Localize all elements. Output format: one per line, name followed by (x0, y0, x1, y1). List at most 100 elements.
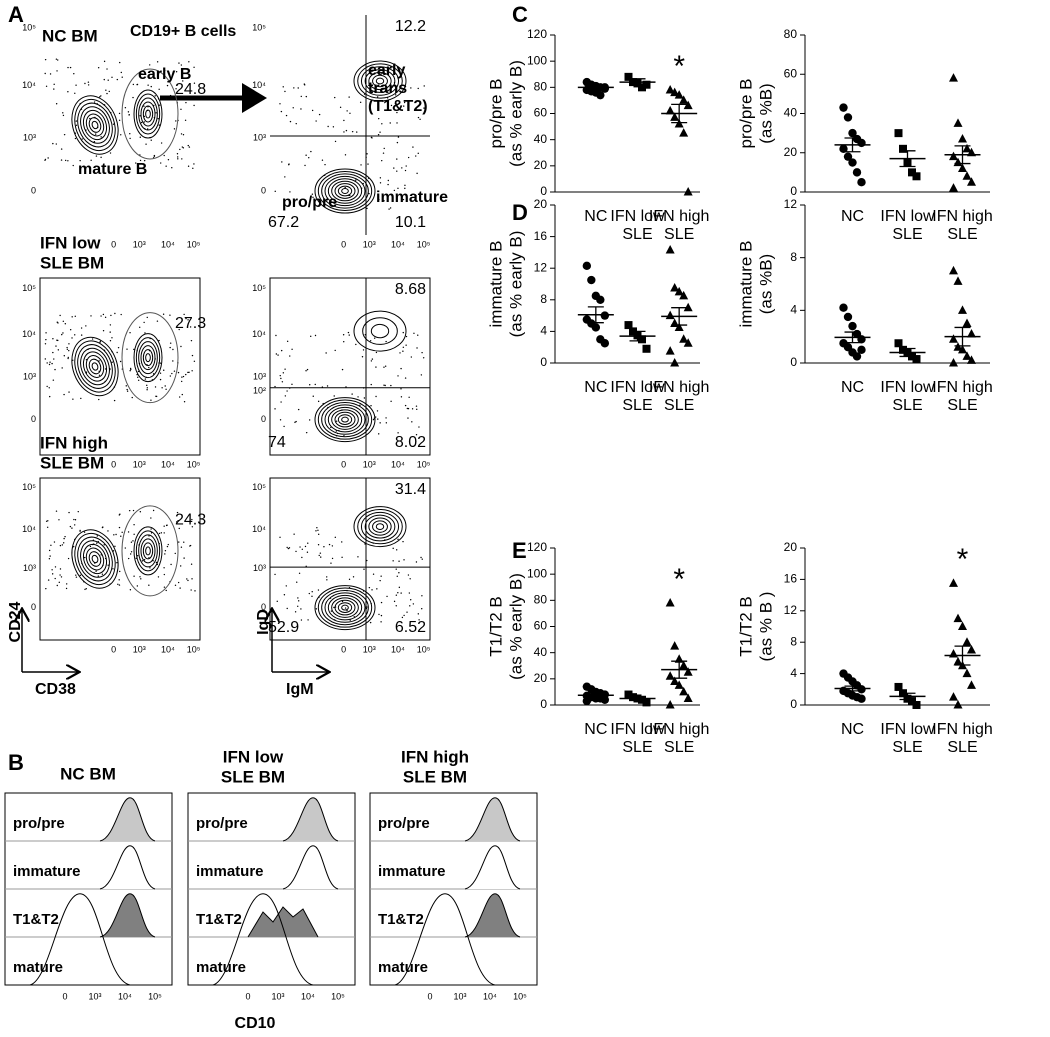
event-dot (84, 556, 86, 559)
gate-value: 27.3 (175, 315, 206, 332)
contour (133, 526, 163, 576)
contour (321, 401, 369, 438)
event-dot (393, 167, 395, 169)
event-dot (301, 556, 303, 559)
x-tick-label: SLE (892, 226, 922, 243)
event-dot (47, 520, 49, 522)
event-dot (127, 111, 130, 113)
event-dot (87, 84, 90, 86)
event-dot (193, 163, 195, 165)
event-dot (146, 128, 149, 130)
event-dot (311, 590, 313, 593)
event-dot (284, 395, 287, 397)
event-dot (417, 613, 420, 615)
event-dot (127, 557, 130, 560)
event-dot (51, 569, 53, 571)
gate-label: early B (138, 66, 191, 83)
event-dot (375, 395, 377, 398)
dot (852, 168, 862, 177)
gate-value: 24.3 (175, 511, 206, 528)
quadrant-label: trans (368, 80, 407, 97)
contour (85, 547, 105, 571)
event-dot (396, 158, 398, 160)
event-dot (283, 594, 286, 596)
event-dot (361, 356, 364, 358)
event-dot (387, 183, 389, 186)
event-dot (96, 542, 98, 544)
tick-label: 10⁵ (417, 644, 431, 654)
event-dot (159, 378, 162, 381)
event-dot (62, 332, 64, 334)
x-tick-label: IFN high (932, 721, 992, 738)
contour (314, 397, 376, 443)
event-dot (148, 584, 150, 586)
row-title: SLE BM (40, 253, 104, 272)
event-dot (73, 73, 75, 75)
tick-label: 10² (253, 386, 266, 396)
event-dot (50, 544, 52, 546)
event-dot (406, 611, 408, 613)
contour (71, 95, 119, 155)
event-dot (178, 62, 180, 64)
event-dot (293, 533, 295, 535)
event-dot (422, 357, 425, 359)
annotation: * (957, 543, 969, 576)
event-dot (129, 553, 132, 555)
quadrant-label: pro/pre (282, 194, 337, 211)
event-dot (399, 352, 401, 354)
event-dot (163, 567, 165, 569)
event-dot (139, 326, 141, 328)
event-dot (136, 585, 139, 587)
event-dot (348, 578, 351, 581)
event-dot (348, 96, 350, 98)
event-dot (379, 422, 381, 424)
event-dot (370, 405, 372, 407)
contour (74, 98, 116, 152)
contour (135, 530, 161, 572)
event-dot (147, 84, 149, 86)
contour (80, 540, 110, 578)
event-dot (398, 560, 400, 562)
event-dot (418, 619, 420, 621)
dot (600, 311, 610, 320)
error-bar (954, 645, 971, 666)
event-dot (106, 68, 108, 70)
event-dot (281, 161, 283, 163)
contour (331, 409, 359, 430)
histogram (29, 893, 131, 986)
event-dot (370, 136, 373, 139)
event-dot (158, 532, 161, 535)
event-dot (91, 338, 94, 340)
event-dot (150, 139, 152, 141)
event-dot (159, 104, 161, 106)
event-dot (334, 349, 336, 352)
dot (967, 355, 976, 364)
event-dot (411, 421, 413, 423)
event-dot (139, 159, 142, 162)
event-dot (109, 324, 112, 326)
dot (967, 680, 976, 689)
event-dot (114, 312, 116, 315)
tick-label: 10³ (133, 459, 146, 469)
event-dot (192, 167, 194, 170)
quadrant-value: 67.2 (268, 214, 299, 231)
event-dot (119, 61, 121, 64)
event-dot (55, 103, 58, 105)
event-dot (132, 96, 134, 99)
tick-label: 10⁵ (22, 23, 36, 33)
event-dot (289, 191, 291, 193)
contour (337, 602, 353, 613)
event-dot (87, 81, 90, 83)
event-dot (274, 385, 276, 388)
event-dot (47, 579, 50, 581)
event-dot (346, 110, 348, 112)
event-dot (62, 320, 65, 322)
event-dot (380, 621, 382, 623)
contour (334, 183, 356, 199)
event-dot (409, 578, 411, 580)
event-dot (111, 76, 113, 78)
event-dot (49, 361, 51, 363)
event-dot (396, 575, 398, 577)
event-dot (140, 121, 143, 124)
event-dot (55, 345, 57, 347)
